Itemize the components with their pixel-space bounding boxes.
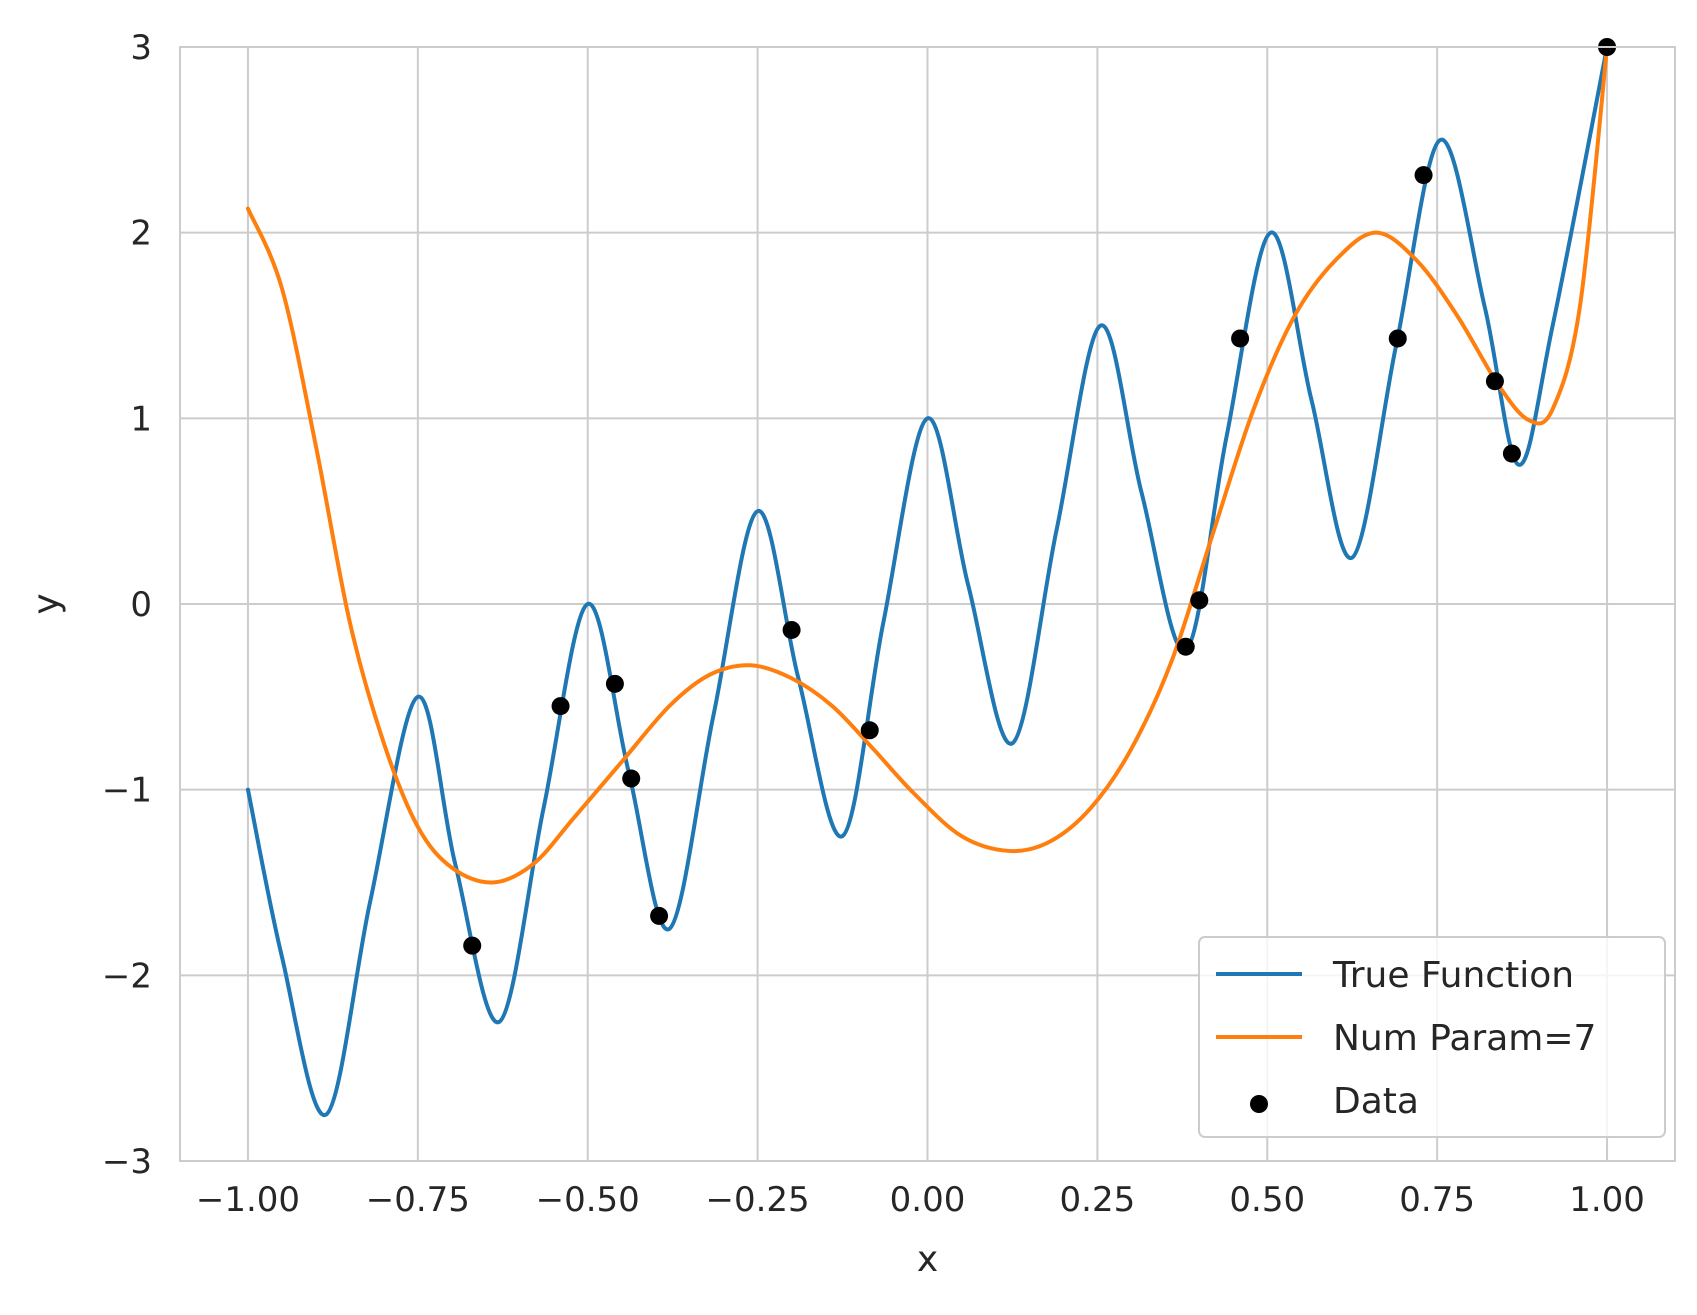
x-tick-label: 1.00 [1569,1180,1645,1220]
num-param-7-line [245,45,1610,885]
y-tick-label: −2 [102,956,152,996]
series-layer [245,45,1610,1117]
y-axis-ticks: −3 −2 −1 0 1 2 3 [102,28,152,1182]
legend-marker-swatch [1250,1095,1268,1113]
x-tick-label: −0.50 [536,1180,640,1220]
x-tick-label: 0.50 [1229,1180,1305,1220]
x-tick-label: 0.00 [890,1180,966,1220]
y-tick-label: 1 [130,399,152,439]
legend-label: Data [1333,1081,1419,1122]
x-tick-label: −1.00 [196,1180,300,1220]
legend-label: True Function [1332,955,1574,996]
data-point [650,906,669,925]
y-tick-label: 3 [130,28,152,68]
y-tick-label: −3 [102,1142,152,1182]
legend-entry-true-function: True Function [1216,955,1574,996]
legend-box [1198,936,1666,1138]
x-tick-label: 0.25 [1060,1180,1136,1220]
legend-entries: True Function Num Param=7 Data [1216,955,1596,1122]
x-tick-label: −0.75 [366,1180,470,1220]
legend: True Function Num Param=7 Data [1198,936,1666,1138]
data-point [622,769,641,788]
x-axis-title: x [917,1239,938,1280]
y-tick-label: −1 [102,771,152,811]
legend-entry-data: Data [1250,1081,1419,1122]
data-point [1485,372,1504,391]
data-point [782,620,801,639]
data-point [860,721,879,740]
data-point [1176,637,1195,656]
data-point [1231,329,1250,348]
true-function-line [245,45,1610,1117]
data-point [1502,444,1521,463]
data-point [1414,166,1433,185]
y-tick-label: 2 [130,214,152,254]
data-point [605,674,624,693]
data-point [1190,591,1209,610]
data-point [463,936,482,955]
legend-label: Num Param=7 [1333,1018,1596,1059]
x-tick-label: 0.75 [1399,1180,1475,1220]
x-axis-ticks: −1.00 −0.75 −0.50 −0.25 0.00 0.25 0.50 0.75 1.00 [196,1180,1645,1220]
y-tick-label: 0 [130,585,152,625]
scatter-layer [463,38,1617,955]
legend-entry-num-param: Num Param=7 [1216,1018,1596,1059]
data-point [1388,329,1407,348]
x-tick-label: −0.25 [706,1180,810,1220]
plot-frame [179,46,1676,1162]
data-point [551,697,570,716]
y-axis-title: y [26,593,67,614]
